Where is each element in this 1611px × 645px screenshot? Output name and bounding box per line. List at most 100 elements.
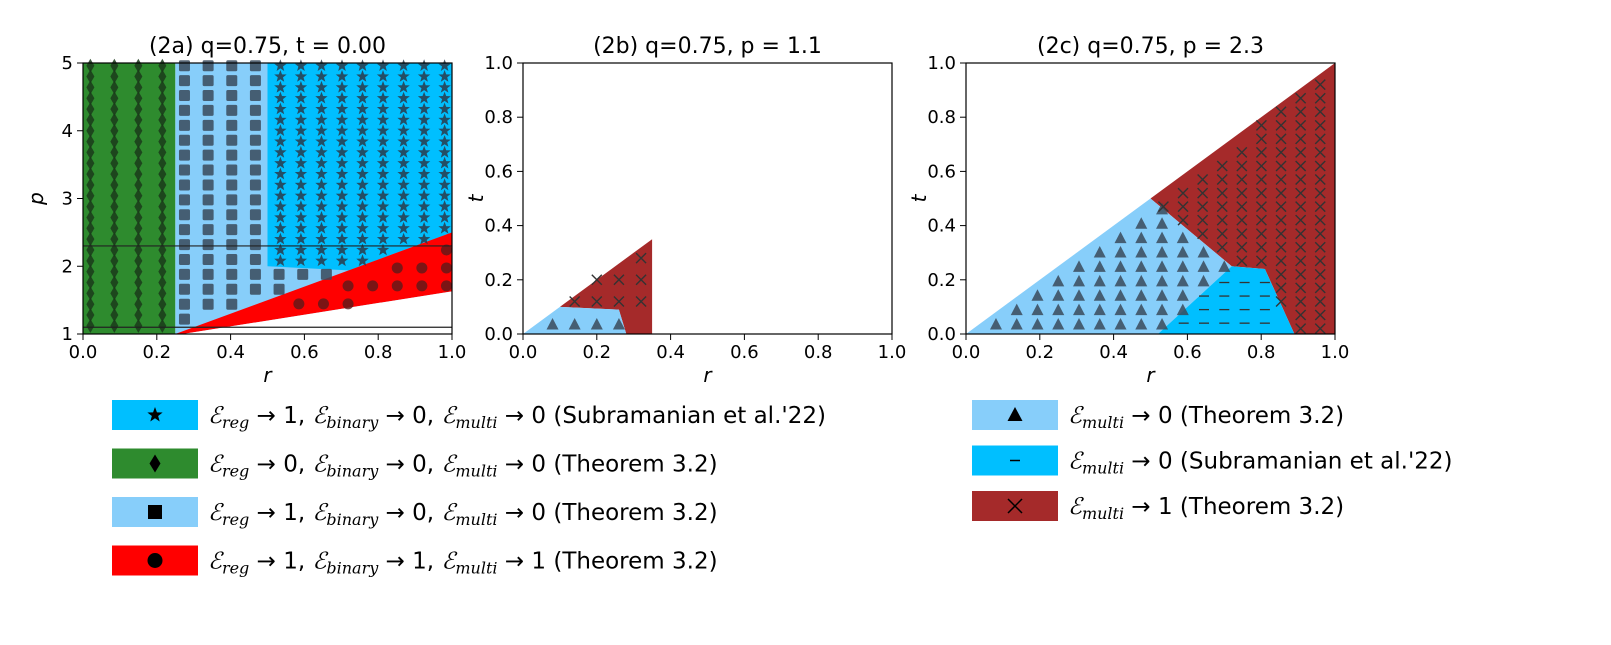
- diamond-marker: [134, 156, 143, 171]
- x-marker: [635, 295, 647, 307]
- star-marker: [315, 91, 328, 104]
- star-marker: [294, 232, 308, 245]
- x-axis-label: r: [263, 363, 273, 387]
- diamond-marker: [110, 167, 119, 182]
- star-marker: [294, 243, 308, 256]
- triangle-marker: [1031, 303, 1044, 316]
- y-tick-label: 0.6: [484, 161, 513, 182]
- star-marker: [438, 221, 451, 234]
- diamond-marker: [158, 80, 167, 95]
- triangle-marker: [1114, 231, 1127, 244]
- diamond-marker: [158, 58, 167, 73]
- triangle-marker: [1114, 246, 1127, 258]
- triangle-marker: [1073, 303, 1086, 316]
- star-marker: [335, 59, 349, 71]
- triangle-marker: [1093, 289, 1106, 301]
- star-marker: [417, 102, 431, 115]
- triangle-marker: [1135, 260, 1148, 272]
- x-marker: [1314, 228, 1326, 240]
- square-marker: [178, 149, 190, 161]
- square-marker: [249, 149, 261, 161]
- star-marker: [274, 167, 287, 180]
- triangle-marker: [1052, 289, 1065, 301]
- square-marker: [178, 90, 190, 102]
- diamond-marker: [134, 167, 143, 182]
- star-marker: [274, 211, 287, 223]
- x-tick-label: 0.2: [142, 342, 171, 363]
- diamond-marker: [134, 232, 143, 247]
- region-sky: [1157, 266, 1295, 334]
- star-marker: [315, 102, 328, 115]
- x-tick-label: 0.6: [1173, 342, 1202, 363]
- diamond-marker: [86, 275, 95, 290]
- star-marker: [376, 124, 390, 136]
- diamond-marker: [86, 297, 95, 312]
- diamond-marker: [134, 286, 143, 301]
- diamond-marker: [110, 210, 119, 225]
- x-marker: [1157, 201, 1169, 213]
- square-marker: [226, 298, 238, 310]
- x-marker: [1295, 323, 1307, 335]
- diamond-marker: [110, 145, 119, 160]
- y-axis-label: p: [24, 192, 48, 206]
- x-marker: [1295, 241, 1307, 253]
- triangle-marker: [1114, 260, 1127, 272]
- square-marker: [249, 179, 261, 191]
- square-marker: [202, 179, 214, 191]
- star-marker: [356, 145, 369, 158]
- x-marker: [1236, 255, 1248, 267]
- triangle-marker: [1031, 289, 1044, 301]
- x-marker: [1295, 295, 1307, 307]
- diamond-marker: [110, 232, 119, 247]
- triangle-marker: [1114, 303, 1127, 316]
- y-tick-label: 0.4: [484, 216, 513, 237]
- star-marker: [397, 59, 410, 71]
- star-marker: [294, 91, 308, 104]
- star-marker: [438, 91, 451, 104]
- star-marker: [417, 124, 431, 136]
- star-marker: [417, 70, 431, 82]
- square-marker: [249, 239, 261, 251]
- star-marker: [438, 80, 451, 93]
- x-marker: [1314, 268, 1326, 280]
- x-marker: [1275, 119, 1287, 131]
- square-marker: [249, 164, 261, 176]
- square-marker: [202, 119, 214, 131]
- square-marker: [249, 119, 261, 131]
- x-marker: [1314, 295, 1326, 307]
- triangle-marker: [989, 318, 1002, 330]
- star-marker: [397, 200, 410, 212]
- x-marker: [1236, 187, 1248, 199]
- triangle-marker: [1156, 289, 1169, 301]
- x-marker: [1275, 295, 1287, 307]
- star-marker: [335, 145, 349, 158]
- x-marker: [591, 295, 603, 307]
- star-marker: [274, 200, 287, 212]
- x-marker: [1295, 146, 1307, 158]
- triangle-marker: [1156, 318, 1169, 330]
- diamond-marker: [158, 264, 167, 279]
- chart-a: 0.0 0.2 0.4 0.6 0.8 1.0 1 2 3 4 5 (2a) q=0.75, t = …: [24, 34, 466, 387]
- diamond-marker: [110, 308, 119, 323]
- diamond-marker: [86, 134, 95, 149]
- star-marker: [315, 113, 328, 126]
- square-marker: [202, 75, 214, 87]
- x-tick-label: 0.8: [804, 342, 833, 363]
- square-marker: [202, 134, 214, 146]
- star-marker: [397, 91, 410, 104]
- legend-label: ℰreg → 1, ℰbinary → 0, ℰmulti → 0 (Subra…: [208, 403, 826, 432]
- star-marker: [335, 243, 349, 256]
- triangle-marker: [612, 318, 625, 330]
- x-marker: [1197, 214, 1209, 226]
- star-marker: [397, 178, 410, 191]
- triangle-icon: [1007, 407, 1023, 421]
- x-marker: [1295, 282, 1307, 294]
- triangle-marker: [1093, 318, 1106, 330]
- diamond-marker: [134, 69, 143, 84]
- triangle-marker: [1176, 303, 1189, 316]
- triangle-marker: [1093, 274, 1106, 287]
- x-marker: [1275, 160, 1287, 172]
- diamond-marker: [134, 91, 143, 106]
- diamond-marker: [158, 199, 167, 214]
- diamond-marker: [86, 145, 95, 160]
